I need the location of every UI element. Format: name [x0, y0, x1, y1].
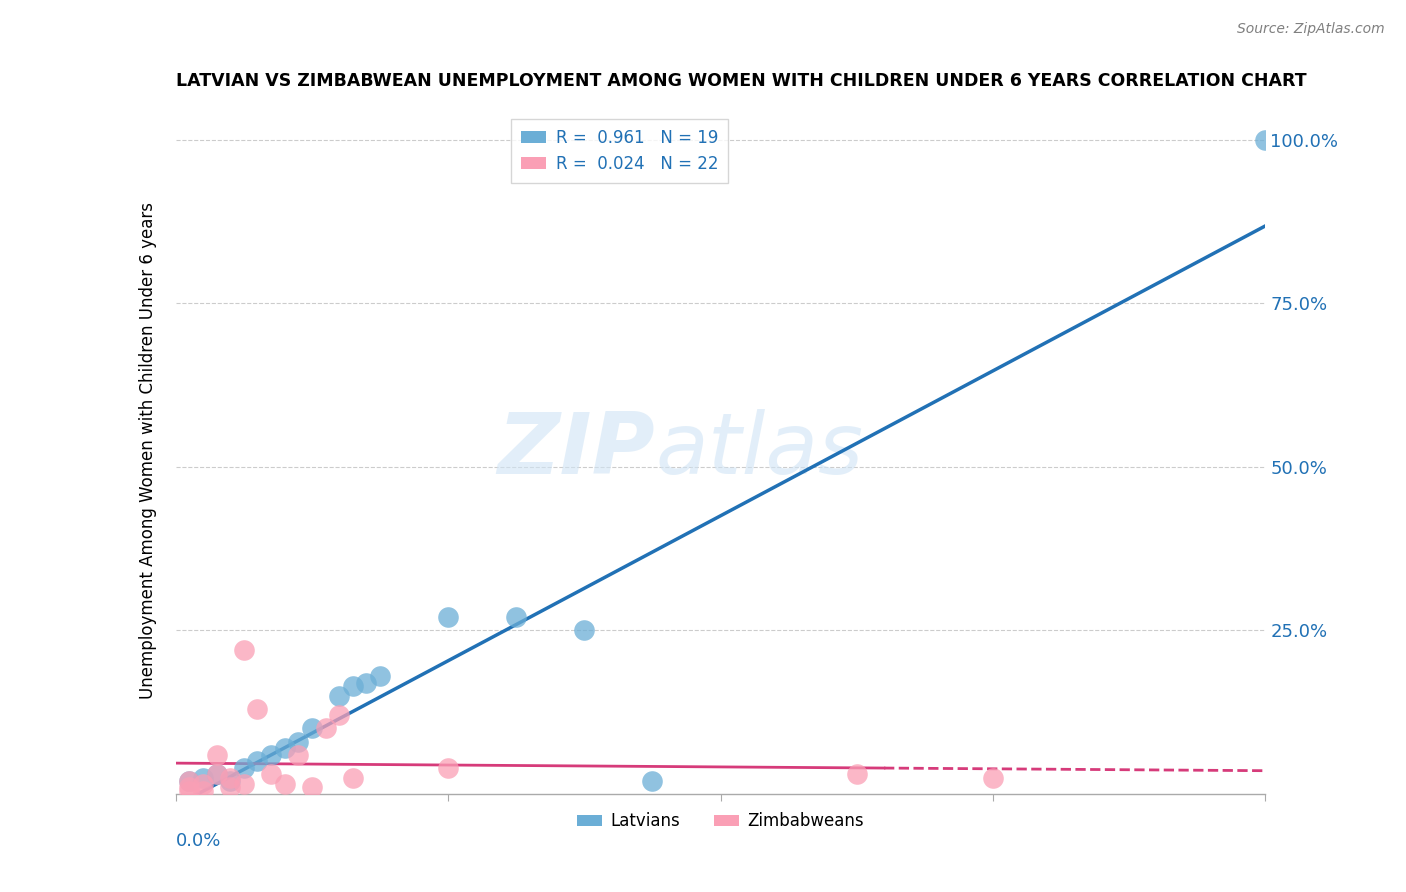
Point: [205, 767, 228, 781]
Point: [191, 777, 214, 791]
Point: [260, 767, 283, 781]
Point: [437, 610, 460, 624]
Point: [342, 679, 364, 693]
Point: [301, 780, 323, 795]
Point: [328, 689, 350, 703]
Point: [232, 643, 254, 657]
Point: [287, 734, 309, 748]
Point: [845, 767, 868, 781]
Point: [574, 624, 596, 638]
Point: [1254, 133, 1277, 147]
Point: [246, 754, 269, 768]
Point: [219, 773, 242, 788]
Point: [641, 773, 664, 788]
Text: 0.0%: 0.0%: [176, 831, 221, 850]
Point: [981, 771, 1004, 785]
Point: [301, 722, 323, 736]
Point: [191, 771, 214, 785]
Point: [356, 675, 378, 690]
Point: [219, 780, 242, 795]
Point: [179, 773, 201, 788]
Point: [287, 747, 309, 762]
Point: [368, 669, 391, 683]
Text: LATVIAN VS ZIMBABWEAN UNEMPLOYMENT AMONG WOMEN WITH CHILDREN UNDER 6 YEARS CORRE: LATVIAN VS ZIMBABWEAN UNEMPLOYMENT AMONG…: [176, 72, 1306, 90]
Point: [505, 610, 527, 624]
Point: [232, 761, 254, 775]
Point: [342, 771, 364, 785]
Text: Source: ZipAtlas.com: Source: ZipAtlas.com: [1237, 22, 1385, 37]
Point: [274, 741, 297, 756]
Point: [274, 777, 297, 791]
Point: [191, 783, 214, 797]
Text: atlas: atlas: [655, 409, 863, 492]
Point: [205, 767, 228, 781]
Point: [179, 783, 201, 797]
Point: [260, 747, 283, 762]
Y-axis label: Unemployment Among Women with Children Under 6 years: Unemployment Among Women with Children U…: [139, 202, 157, 699]
Text: ZIP: ZIP: [498, 409, 655, 492]
Point: [328, 708, 350, 723]
Point: [437, 761, 460, 775]
Point: [232, 777, 254, 791]
Point: [205, 747, 228, 762]
Point: [179, 780, 201, 795]
Point: [219, 771, 242, 785]
Point: [246, 702, 269, 716]
Point: [315, 722, 337, 736]
Legend: Latvians, Zimbabweans: Latvians, Zimbabweans: [571, 805, 870, 837]
Point: [179, 773, 201, 788]
